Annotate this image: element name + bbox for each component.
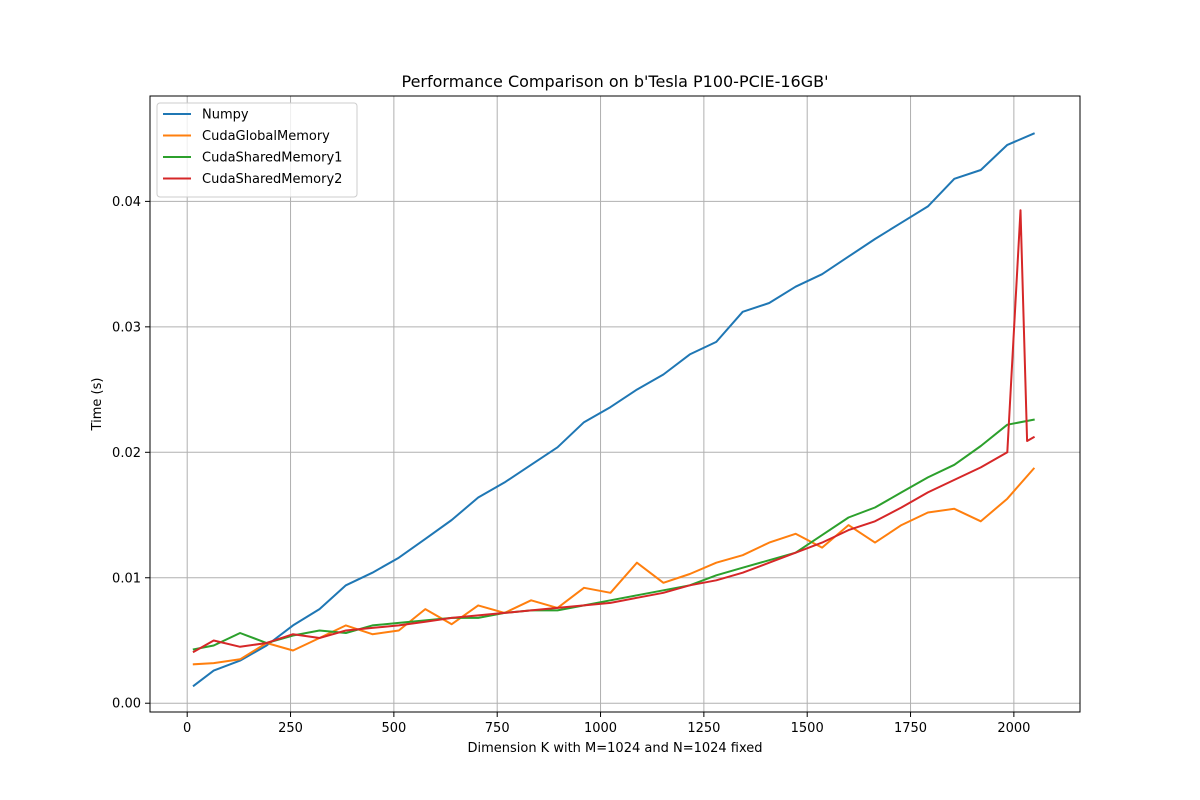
legend-label: Numpy: [202, 108, 249, 123]
y-tick-label: 0.03: [112, 320, 141, 335]
series-lines: [192, 132, 1036, 688]
y-tick-label: 0.01: [112, 571, 141, 586]
y-axis-label: Time (s): [90, 378, 105, 432]
y-tick-label: 0.04: [112, 195, 141, 210]
chart-title: Performance Comparison on b'Tesla P100-P…: [401, 72, 828, 91]
y-tick-label: 0.02: [112, 446, 141, 461]
legend: Numpy CudaGlobalMemory CudaSharedMemory1 Cu…: [156, 102, 358, 198]
x-tick-label: 1250: [687, 721, 720, 736]
x-tick-label: 1000: [584, 721, 617, 736]
series-line-cudaglobalmemory: [192, 467, 1036, 666]
legend-label: CudaSharedMemory1: [202, 151, 342, 166]
x-tick-label: 250: [278, 721, 303, 736]
plot-frame: [149, 95, 1081, 713]
series-line-numpy: [192, 132, 1036, 688]
x-tick-label: 0: [183, 721, 191, 736]
axis-ticks: 0 250 500 750 1000 1250 1500 1750 2000 0.00 0.01 0.…: [112, 195, 1030, 736]
legend-label: CudaGlobalMemory: [202, 129, 330, 144]
grid: [150, 96, 1080, 712]
legend-box: [156, 102, 358, 198]
x-tick-label: 1500: [791, 721, 824, 736]
x-tick-label: 2000: [997, 721, 1030, 736]
y-tick-label: 0.00: [112, 697, 141, 712]
x-tick-label: 750: [485, 721, 510, 736]
legend-label: CudaSharedMemory2: [202, 172, 342, 187]
x-tick-label: 1750: [894, 721, 927, 736]
x-axis-label: Dimension K with M=1024 and N=1024 fixed: [467, 741, 762, 756]
x-tick-label: 500: [381, 721, 406, 736]
series-line-cudasharedmemory2: [192, 209, 1036, 654]
series-line-cudasharedmemory1: [192, 418, 1035, 651]
